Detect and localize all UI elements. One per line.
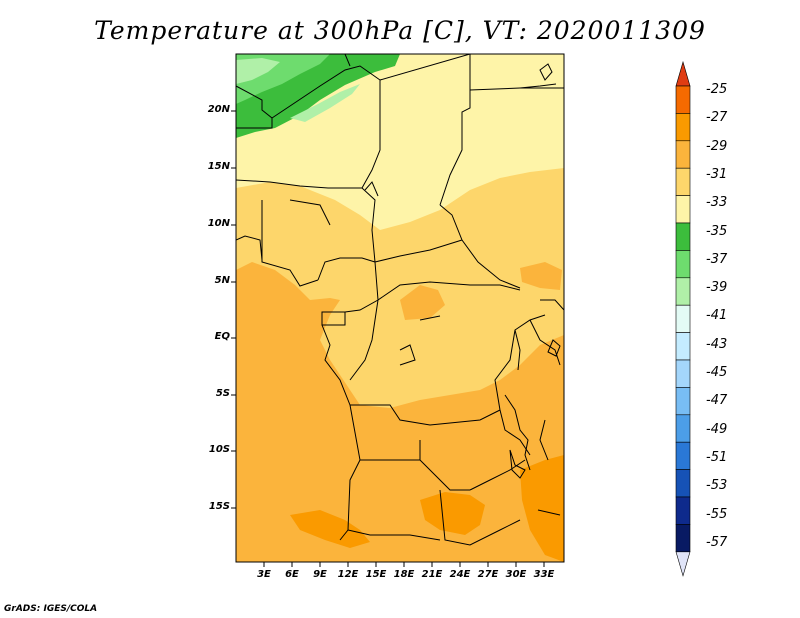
colorbar-swatch: [675, 277, 691, 306]
colorbar-label: -39: [706, 280, 728, 296]
band-27-29-c: [520, 455, 564, 562]
colorbar-label: -33: [706, 195, 728, 211]
colorbar-swatch: [675, 332, 691, 361]
colorbar-swatch: [675, 195, 691, 224]
lon-label-24e: 24E: [449, 569, 471, 580]
colorbar: [675, 60, 691, 577]
colorbar-swatch: [675, 414, 691, 443]
lat-label-eq: EQ: [214, 331, 230, 342]
map-title: Temperature at 300hPa [C], VT: 202001130…: [94, 16, 706, 45]
colorbar-label: -25: [706, 82, 728, 97]
lon-label-27e: 27E: [477, 569, 499, 580]
lat-label-5n: 5N: [214, 275, 230, 286]
colorbar-swatch: [675, 469, 691, 498]
colorbar-swatch: [675, 250, 691, 279]
lat-label-10n: 10N: [207, 218, 230, 229]
colorbar-label: -53: [706, 478, 728, 494]
colorbar-label: -29: [706, 138, 728, 154]
band-27-29-b: [420, 492, 485, 535]
colorbar-swatch: [675, 222, 691, 251]
colorbar-swatch: [675, 524, 691, 553]
lon-label-18e: 18E: [393, 569, 415, 580]
country-borders: [236, 54, 564, 546]
colorbar-label: -43: [706, 336, 728, 352]
colorbar-bottom-arrow: [675, 551, 691, 577]
lon-label-6e: 6E: [285, 569, 299, 580]
lon-label-12e: 12E: [337, 569, 359, 580]
lon-ticks: [263, 562, 545, 567]
footer-credit: GrADS: IGES/COLA: [4, 604, 98, 614]
colorbar-swatch: [675, 304, 691, 333]
lon-label-30e: 30E: [505, 569, 527, 580]
lat-label-15s: 15S: [208, 501, 230, 512]
colorbar-label: -57: [706, 534, 728, 550]
lat-label-15n: 15N: [207, 161, 230, 172]
band-29-blob-east: [520, 262, 562, 290]
lat-label-20n: 20N: [207, 104, 230, 115]
colorbar-swatch: [675, 387, 691, 416]
colorbar-label: -27: [706, 110, 728, 126]
colorbar-label: -41: [706, 308, 728, 324]
colorbar-label: -37: [706, 251, 728, 267]
band-35-streak: [290, 84, 360, 122]
lon-label-21e: 21E: [421, 569, 443, 580]
colorbar-swatch: [675, 496, 691, 525]
lon-label-3e: 3E: [257, 569, 271, 580]
band-29-blob-north: [400, 285, 445, 320]
lon-label-33e: 33E: [533, 569, 555, 580]
colorbar-swatch: [675, 441, 691, 470]
colorbar-swatch: [675, 140, 691, 169]
lon-label-15e: 15E: [365, 569, 387, 580]
temperature-field: [236, 54, 564, 562]
lon-label-9e: 9E: [313, 569, 327, 580]
colorbar-label: -31: [706, 166, 728, 182]
colorbar-label: -45: [706, 365, 728, 380]
colorbar-label: -49: [706, 421, 728, 437]
lat-label-5s: 5S: [215, 388, 230, 399]
lat-ticks: [231, 110, 236, 509]
colorbar-top-arrow: [675, 60, 691, 87]
colorbar-swatch: [675, 359, 691, 388]
band-27-29: [290, 510, 370, 548]
band-29-31: [236, 262, 564, 562]
colorbar-swatch: [675, 85, 691, 114]
colorbar-label: -47: [706, 393, 728, 409]
band-39-41: [236, 58, 280, 84]
colorbar-swatch: [675, 113, 691, 142]
lat-label-10s: 10S: [208, 444, 230, 455]
colorbar-swatch: [675, 167, 691, 196]
colorbar-label: -51: [706, 449, 728, 465]
colorbar-label: -55: [706, 506, 728, 522]
colorbar-label: -35: [706, 223, 728, 239]
map-frame: [235, 53, 565, 563]
